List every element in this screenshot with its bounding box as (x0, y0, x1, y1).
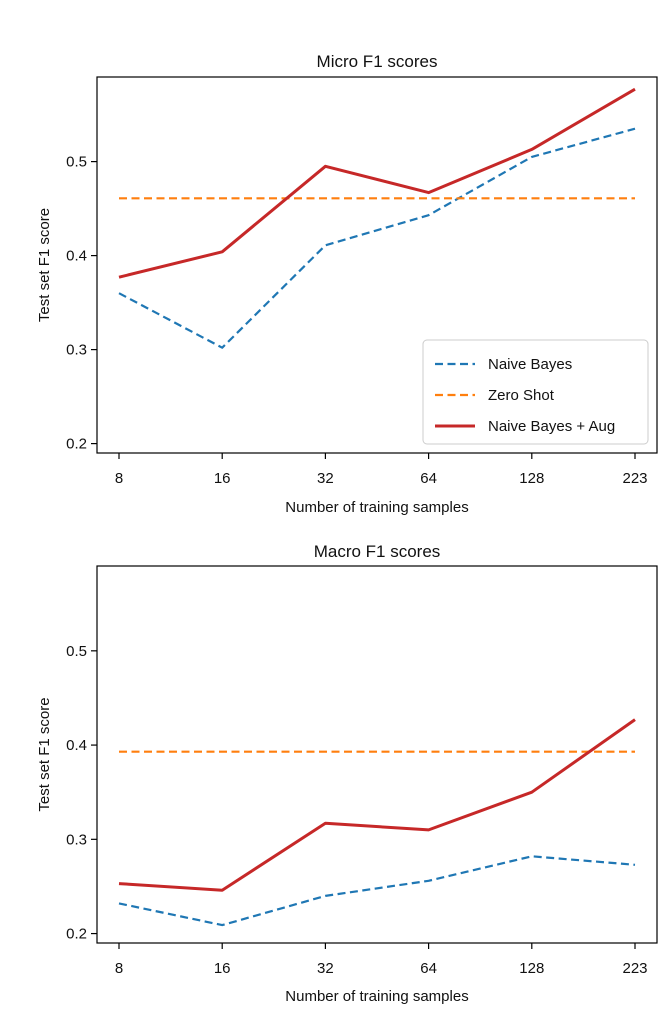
x-tick-label: 32 (317, 960, 334, 977)
chart-panel-2: Macro F1 scores 8 16 32 64 128 223 0.2 0.3 0.4 0.5… (36, 542, 658, 1005)
y-tick-label: 0.2 (66, 436, 87, 453)
chart-title: Micro F1 scores (317, 52, 438, 71)
series-line-3 (118, 87, 636, 279)
y-tick-label: 0.3 (66, 831, 87, 848)
x-axis-label: Number of training samples (285, 988, 468, 1005)
x-tick-label: 16 (214, 470, 231, 487)
y-tick-label: 0.3 (66, 342, 87, 359)
x-tick-label: 8 (115, 960, 123, 977)
y-tick-label: 0.5 (66, 643, 87, 660)
series-line-3 (118, 718, 636, 892)
legend-label: Naive Bayes + Aug (488, 418, 615, 435)
x-tick-label: 128 (519, 960, 544, 977)
x-axis-label: Number of training samples (285, 499, 468, 516)
x-tick-label: 8 (115, 470, 123, 487)
plot-frame (96, 565, 658, 944)
legend-label: Zero Shot (488, 387, 555, 404)
x-tick-label: 128 (519, 470, 544, 487)
legend-box (422, 339, 649, 445)
y-axis-label: Test set F1 score (36, 208, 53, 322)
y-tick-label: 0.4 (66, 248, 87, 265)
x-tick-label: 32 (317, 470, 334, 487)
series-line-1 (118, 127, 636, 349)
plot-frame (96, 76, 658, 454)
series-line-1 (118, 855, 636, 927)
x-tick-label: 223 (622, 470, 647, 487)
legend-label: Naive Bayes (488, 356, 572, 373)
chart-title: Macro F1 scores (314, 542, 441, 561)
y-tick-label: 0.2 (66, 926, 87, 943)
x-tick-label: 16 (214, 960, 231, 977)
chart-panel-1: Micro F1 scores 8 16 32 64 128 223 0.2 0.3 0.4 0.5… (36, 52, 658, 516)
x-tick-label: 223 (622, 960, 647, 977)
y-axis-label: Test set F1 score (36, 697, 53, 811)
x-tick-label: 64 (420, 960, 437, 977)
x-tick-label: 64 (420, 470, 437, 487)
legend: Naive Bayes Zero Shot Naive Bayes + Aug (422, 339, 649, 445)
y-tick-label: 0.4 (66, 737, 87, 754)
y-tick-label: 0.5 (66, 154, 87, 171)
